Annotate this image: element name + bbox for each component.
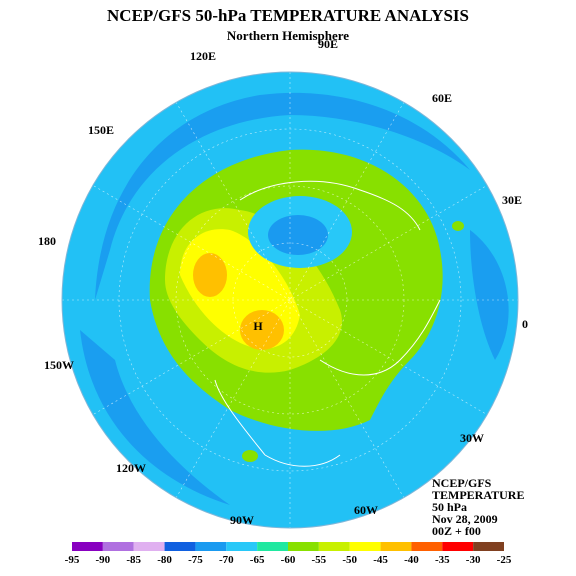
green-spot-south (242, 450, 258, 462)
colorbar-tick-label: -85 (126, 554, 141, 566)
info-time: 00Z + f00 (432, 524, 481, 538)
colorbar-swatch (72, 542, 103, 551)
colorbar-swatch (349, 542, 381, 551)
colorbar-tick-label: -25 (497, 554, 512, 566)
colorbar-swatch (442, 542, 474, 551)
colorbar-swatch (380, 542, 412, 551)
coastline-europe (319, 299, 441, 376)
colorbar-swatch (226, 542, 258, 551)
colorbar-tick-label: -45 (373, 554, 388, 566)
colorbar-tick-label: -80 (157, 554, 172, 566)
lon-label-120e: 120E (190, 49, 216, 63)
colorbar-tick-label: -95 (65, 554, 80, 566)
info-box: NCEP/GFS TEMPERATURE 50 hPa Nov 28, 2009… (432, 477, 524, 537)
polar-vortex-core (268, 215, 328, 255)
colorbar-tick-label: -50 (342, 554, 357, 566)
colorbar-swatch (257, 542, 288, 551)
warm-core-west (193, 253, 227, 297)
colorbar-swatch (133, 542, 165, 551)
lon-label-60w: 60W (354, 503, 378, 517)
map-disc (62, 72, 518, 528)
chart-subtitle: Northern Hemisphere (226, 28, 350, 43)
colorbar-tick-label: -70 (219, 554, 234, 566)
colorbar-swatch (318, 542, 350, 551)
info-date: Nov 28, 2009 (432, 512, 498, 526)
coastline-arctic (239, 180, 421, 231)
colorbar-swatch (164, 542, 196, 551)
colorbar-tick-label: -55 (312, 554, 327, 566)
colorbar-swatch (102, 542, 134, 551)
graticule (62, 72, 518, 528)
colorbar-swatch (195, 542, 227, 551)
coastline-north-america (214, 379, 341, 467)
cold-band-southwest (80, 330, 230, 505)
lon-label-180: 180 (38, 234, 56, 248)
lon-label-120w: 120W (116, 461, 146, 475)
cold-band-east (470, 230, 509, 360)
info-variable: TEMPERATURE (432, 488, 525, 502)
lon-label-150e: 150E (88, 123, 114, 137)
colorbar-swatch (288, 542, 319, 551)
lon-label-90e: 90E (318, 37, 338, 51)
warm-core-high (240, 310, 284, 350)
colorbar: -95 -90 -85 -80 -75 -70 -65 -60 -55 -50 -45 -40 -35 -… (65, 542, 512, 566)
colorbar-tick-label: -75 (188, 554, 203, 566)
lon-label-30e: 30E (502, 193, 522, 207)
lon-label-0: 0 (522, 317, 528, 331)
high-pressure-marker: H (253, 319, 263, 333)
lon-label-60e: 60E (432, 91, 452, 105)
map-border (61, 71, 519, 529)
colorbar-tick-label: -40 (404, 554, 419, 566)
colorbar-tick-label: -35 (435, 554, 450, 566)
colorbar-swatch (473, 542, 504, 551)
colorbar-tick-label: -90 (96, 554, 111, 566)
green-spot-east (452, 221, 464, 231)
chart-title: NCEP/GFS 50-hPa TEMPERATURE ANALYSIS (107, 6, 469, 25)
colorbar-tick-label: -60 (281, 554, 296, 566)
lon-label-90w: 90W (230, 513, 254, 527)
info-level: 50 hPa (432, 500, 468, 514)
lon-label-30w: 30W (460, 431, 484, 445)
colorbar-swatch (411, 542, 443, 551)
colorbar-tick-label: -30 (466, 554, 481, 566)
info-model: NCEP/GFS (432, 476, 492, 490)
lon-label-150w: 150W (44, 358, 74, 372)
colorbar-tick-label: -65 (250, 554, 265, 566)
